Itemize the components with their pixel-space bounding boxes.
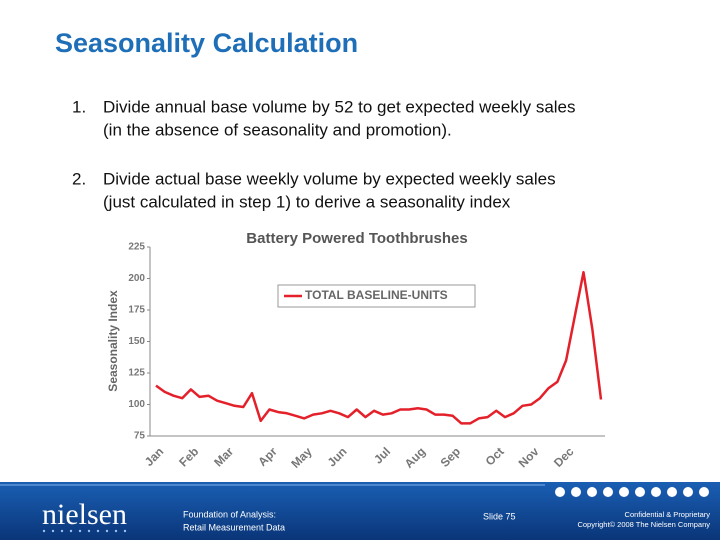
y-tick-label: 225: [128, 242, 145, 253]
step-number: 1.: [72, 97, 86, 116]
dot: [587, 487, 597, 497]
x-tick-label: Mar: [211, 444, 236, 469]
x-tick-label: Feb: [176, 444, 201, 469]
footer-dots: [42, 487, 709, 533]
step-text: Divide actual base weekly volume by expe…: [103, 169, 556, 188]
y-tick-label: 175: [128, 305, 145, 316]
dot: [635, 487, 645, 497]
dot: [96, 529, 100, 533]
step-number: 2.: [72, 169, 86, 188]
dot: [555, 487, 565, 497]
footer-course: Retail Measurement Data: [183, 522, 285, 532]
x-tick-label: Apr: [255, 444, 280, 469]
y-tick-label: 125: [128, 368, 145, 379]
logo: nielsen: [42, 498, 127, 531]
dot: [123, 529, 127, 533]
series-line: [155, 270, 603, 425]
x-tick-label: Aug: [402, 444, 428, 470]
dot: [651, 487, 661, 497]
step-text: (just calculated in step 1) to derive a …: [103, 192, 511, 211]
dot: [683, 487, 693, 497]
dot: [78, 529, 82, 533]
legend-label: TOTAL BASELINE-UNITS: [305, 288, 448, 302]
dot: [69, 529, 73, 533]
step-text: (in the absence of seasonality and promo…: [103, 120, 452, 139]
x-tick-label: Jun: [325, 444, 350, 469]
chart-title: Battery Powered Toothbrushes: [246, 230, 467, 247]
slide-title: Seasonality Calculation: [55, 28, 358, 58]
x-tick-label: May: [288, 444, 315, 471]
x-tick-label: Jan: [142, 444, 167, 469]
y-tick-label: 100: [128, 399, 145, 410]
x-tick-label: Sep: [438, 444, 463, 469]
dot: [114, 529, 118, 533]
dot: [571, 487, 581, 497]
x-tick-label: Nov: [516, 444, 542, 470]
dot: [87, 529, 91, 533]
footer-legal: Confidential & Proprietary: [625, 510, 711, 519]
y-tick-label: 75: [134, 431, 146, 442]
dot: [60, 529, 64, 533]
y-tick-label: 150: [128, 336, 145, 347]
footer-legal: Copyright© 2008 The Nielsen Company: [577, 520, 710, 529]
footer-bar: [0, 482, 720, 540]
footer-slide: Slide 75: [483, 511, 516, 521]
dot: [667, 487, 677, 497]
x-tick-label: Oct: [483, 444, 507, 468]
dot: [603, 487, 613, 497]
y-axis-label: Seasonality Index: [106, 290, 120, 392]
legend: [277, 284, 476, 308]
dot: [51, 529, 55, 533]
x-tick-label: Jul: [371, 444, 393, 466]
step-text: Divide annual base volume by 52 to get e…: [103, 97, 576, 116]
dot: [105, 529, 109, 533]
dot: [699, 487, 709, 497]
footer-course: Foundation of Analysis:: [183, 509, 276, 519]
x-tick-label: Dec: [551, 444, 577, 470]
dot: [42, 529, 46, 533]
dot: [619, 487, 629, 497]
y-tick-label: 200: [128, 273, 145, 284]
